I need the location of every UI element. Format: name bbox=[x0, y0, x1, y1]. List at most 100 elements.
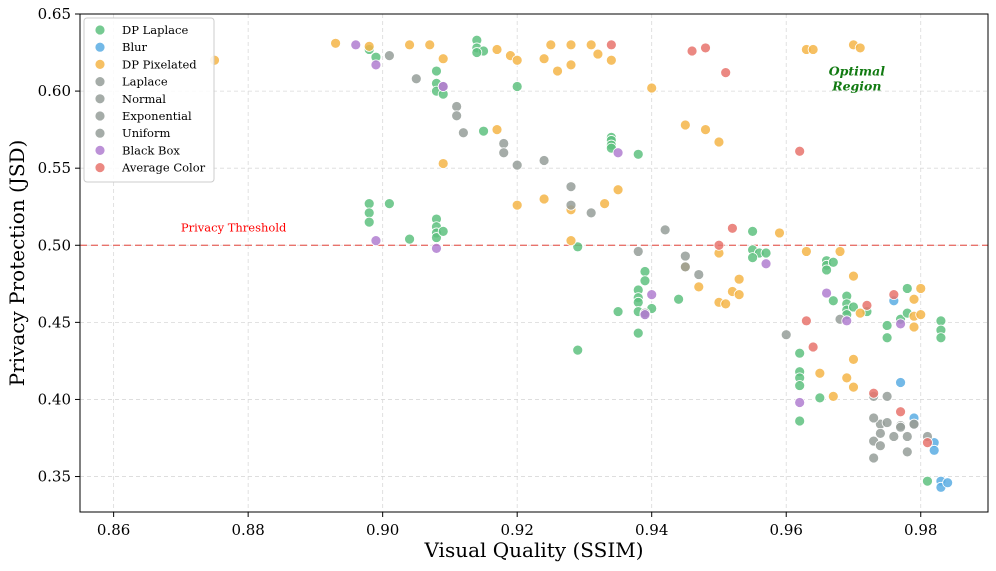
point-dp-laplace bbox=[760, 247, 772, 259]
point-dp-laplace bbox=[632, 296, 644, 308]
x-tick-label: 0.90 bbox=[366, 521, 399, 539]
point-laplace bbox=[498, 138, 510, 149]
point-normal bbox=[888, 431, 900, 442]
point-exponential bbox=[895, 421, 906, 433]
point-laplace bbox=[679, 250, 691, 262]
point-dp-pixelated bbox=[915, 283, 927, 294]
y-tick-label: 0.55 bbox=[38, 159, 71, 177]
point-dp-pixelated bbox=[437, 53, 449, 65]
point-blur bbox=[928, 444, 940, 456]
point-laplace bbox=[451, 110, 463, 122]
legend-label-black-box: Black Box bbox=[122, 143, 180, 157]
legend-marker-dp-pixelated bbox=[94, 59, 106, 70]
point-dp-pixelated bbox=[854, 42, 866, 54]
point-dp-laplace bbox=[881, 320, 893, 331]
point-black-box bbox=[639, 309, 651, 321]
point-dp-laplace bbox=[478, 125, 489, 137]
point-dp-laplace bbox=[639, 266, 651, 277]
point-average-color bbox=[807, 341, 819, 353]
point-dp-pixelated bbox=[848, 381, 859, 393]
point-dp-pixelated bbox=[908, 321, 920, 333]
point-dp-laplace bbox=[901, 283, 913, 294]
x-tick-label: 0.98 bbox=[904, 521, 937, 539]
legend-marker-black-box bbox=[94, 144, 106, 156]
point-dp-pixelated bbox=[834, 246, 846, 257]
point-dp-pixelated bbox=[404, 39, 415, 51]
point-black-box bbox=[821, 287, 832, 299]
point-dp-laplace bbox=[431, 65, 442, 77]
legend-label-uniform: Uniform bbox=[122, 126, 170, 140]
point-average-color bbox=[686, 45, 698, 57]
point-uniform bbox=[383, 50, 395, 62]
point-dp-pixelated bbox=[720, 298, 732, 310]
point-laplace bbox=[565, 181, 577, 193]
point-dp-pixelated bbox=[424, 39, 436, 51]
point-dp-pixelated bbox=[646, 82, 658, 94]
point-dp-laplace bbox=[383, 198, 395, 210]
point-dp-laplace bbox=[794, 380, 806, 391]
point-dp-pixelated bbox=[585, 39, 597, 51]
point-blur bbox=[895, 377, 906, 388]
point-dp-pixelated bbox=[491, 44, 503, 55]
point-dp-laplace bbox=[639, 275, 651, 287]
point-laplace bbox=[410, 73, 422, 85]
point-average-color bbox=[861, 299, 873, 311]
point-dp-pixelated bbox=[841, 372, 853, 384]
point-dp-laplace bbox=[511, 81, 523, 92]
point-dp-pixelated bbox=[801, 246, 812, 257]
point-dp-laplace bbox=[437, 225, 449, 237]
point-dp-pixelated bbox=[733, 273, 745, 285]
point-dp-laplace bbox=[794, 347, 806, 359]
point-black-box bbox=[431, 242, 442, 254]
point-black-box bbox=[760, 258, 772, 270]
point-laplace bbox=[659, 224, 671, 236]
point-dp-pixelated bbox=[679, 119, 691, 131]
point-average-color bbox=[868, 387, 880, 399]
point-dp-pixelated bbox=[700, 124, 711, 136]
point-laplace bbox=[693, 269, 705, 280]
optimal-region-label-line2: Region bbox=[831, 78, 881, 93]
point-laplace bbox=[679, 261, 691, 273]
point-dp-pixelated bbox=[545, 39, 557, 51]
point-dp-laplace bbox=[363, 216, 375, 228]
plot-frame bbox=[79, 13, 989, 513]
point-dp-pixelated bbox=[565, 39, 577, 51]
point-laplace bbox=[451, 101, 463, 112]
point-black-box bbox=[437, 81, 449, 92]
point-dp-laplace bbox=[747, 252, 758, 264]
y-tick-label: 0.35 bbox=[38, 468, 71, 486]
legend-marker-average-color bbox=[94, 162, 106, 174]
point-dp-laplace bbox=[471, 47, 483, 58]
threshold-group: Privacy Threshold bbox=[80, 220, 988, 246]
point-average-color bbox=[888, 289, 900, 301]
x-tick-label: 0.92 bbox=[500, 521, 533, 539]
point-blur bbox=[942, 477, 954, 489]
point-dp-laplace bbox=[821, 264, 832, 276]
point-dp-laplace bbox=[848, 301, 859, 313]
point-laplace bbox=[457, 127, 469, 139]
point-dp-laplace bbox=[612, 306, 624, 317]
point-dp-pixelated bbox=[565, 235, 577, 247]
y-tick-label: 0.60 bbox=[38, 82, 71, 100]
point-dp-pixelated bbox=[363, 40, 375, 52]
privacy-threshold-label: Privacy Threshold bbox=[181, 220, 287, 234]
optimal-region-label-line1: Optimal bbox=[829, 63, 885, 78]
point-black-box bbox=[841, 315, 853, 327]
point-dp-pixelated bbox=[599, 198, 611, 210]
point-dp-pixelated bbox=[733, 289, 745, 301]
point-black-box bbox=[350, 39, 362, 51]
point-laplace bbox=[585, 207, 597, 219]
point-dp-laplace bbox=[363, 198, 375, 210]
legend-marker-laplace bbox=[94, 76, 106, 87]
point-dp-laplace bbox=[632, 327, 644, 339]
data-points bbox=[209, 34, 954, 493]
y-axis-title: Privacy Protection (JSD) bbox=[5, 140, 29, 387]
point-normal bbox=[901, 446, 913, 458]
y-tick-label: 0.50 bbox=[38, 236, 71, 254]
legend-label-blur: Blur bbox=[122, 40, 148, 54]
point-dp-laplace bbox=[827, 256, 839, 268]
y-tick-label: 0.65 bbox=[38, 5, 71, 23]
point-laplace bbox=[881, 390, 893, 402]
point-dp-laplace bbox=[363, 207, 375, 219]
point-laplace bbox=[780, 329, 792, 341]
